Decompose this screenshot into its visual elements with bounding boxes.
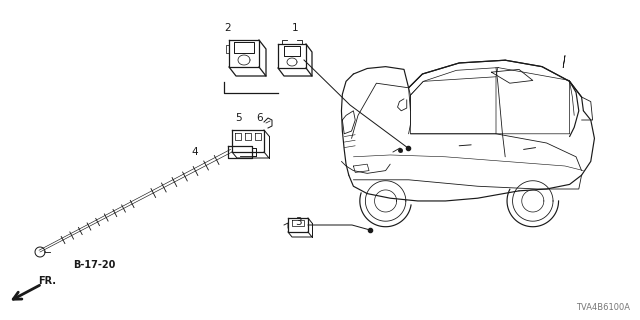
Text: 5: 5	[235, 113, 241, 123]
Text: 3: 3	[294, 217, 301, 227]
Text: 6: 6	[257, 113, 263, 123]
Text: 1: 1	[292, 23, 298, 33]
Text: 4: 4	[192, 147, 198, 157]
Text: TVA4B6100A: TVA4B6100A	[576, 303, 630, 312]
Text: FR.: FR.	[38, 276, 56, 286]
Text: B-17-20: B-17-20	[73, 260, 115, 270]
Text: 2: 2	[225, 23, 231, 33]
